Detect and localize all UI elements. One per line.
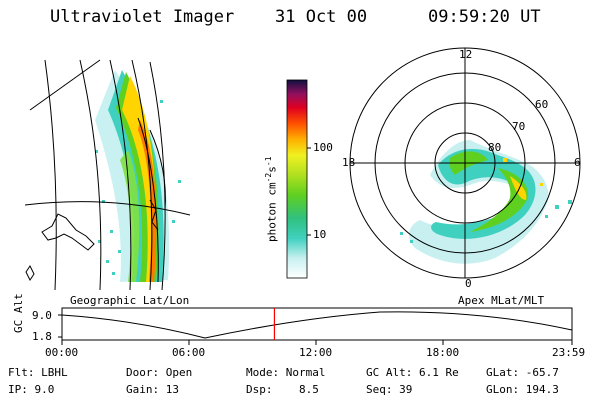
aurora-inner-band — [120, 150, 140, 282]
polar-specks-cyan — [400, 200, 572, 243]
polar-specks — [503, 158, 543, 186]
mlt-label-noon: 12 — [459, 48, 473, 61]
coastline-fragment — [149, 199, 159, 231]
geographic-caption: Geographic Lat/Lon — [70, 294, 190, 307]
status-gcalt: GC Alt: 6.1 Re — [366, 366, 459, 379]
colorbar-unit-label: photon cm-2s-1 — [264, 156, 279, 242]
timeline-ytick-low: 1.8 — [32, 330, 52, 343]
status-dsp: Dsp: 8.5 — [246, 383, 319, 396]
aurora-specks — [95, 100, 181, 275]
altitude-curve — [61, 311, 573, 339]
polar-panel — [349, 47, 581, 279]
status-door: Door: Open — [126, 366, 193, 379]
colorbar — [286, 79, 308, 279]
mlt-label-dawn: 6 — [574, 156, 581, 169]
status-mode: Mode: Normal — [246, 366, 326, 379]
timeline-ytick-high: 9.0 — [32, 309, 52, 322]
lat-label-70: 70 — [512, 120, 526, 133]
timeline-ticks — [58, 314, 573, 345]
lat-label-60: 60 — [535, 98, 549, 111]
mlt-label-midnight: 0 — [465, 277, 472, 290]
polar-grid — [349, 47, 581, 279]
polar-caption: Apex MLat/MLT — [458, 294, 545, 307]
date-label: 31 Oct 00 — [275, 7, 368, 27]
coastline — [41, 213, 95, 251]
colorbar-tick-label-low: 10 — [313, 228, 327, 241]
lat-label-80: 80 — [488, 141, 502, 154]
timeline-xtick-4: 23:59 — [552, 346, 586, 359]
geographic-panel — [25, 59, 191, 290]
status-gain: Gain: 13 — [126, 383, 179, 396]
timeline-xtick-1: 06:00 — [172, 346, 206, 359]
timeline-xtick-2: 12:00 — [299, 346, 333, 359]
time-label: 09:59:20 UT — [428, 7, 541, 27]
timeline-xtick-3: 18:00 — [426, 346, 460, 359]
timeline-frame — [61, 307, 573, 341]
status-glon: GLon: 194.3 — [486, 383, 559, 396]
instrument-title: Ultraviolet Imager — [50, 7, 235, 27]
coastline-islet — [25, 265, 35, 281]
status-ip: IP: 9.0 — [8, 383, 55, 396]
timeline-xtick-0: 00:00 — [45, 346, 79, 359]
aurora-arc-inner — [122, 76, 156, 282]
status-seq: Seq: 39 — [366, 383, 413, 396]
polar-aurora-bright — [510, 176, 527, 200]
timeline-ylabel: GC Alt — [12, 293, 25, 333]
status-flt: Flt: LBHL — [8, 366, 68, 379]
colorbar-tick-label-high: 100 — [313, 141, 333, 154]
orbit-timeline — [58, 307, 573, 345]
geo-grid — [25, 59, 191, 290]
status-glat: GLat: -65.7 — [486, 366, 559, 379]
mlt-label-dusk: 18 — [342, 156, 356, 169]
